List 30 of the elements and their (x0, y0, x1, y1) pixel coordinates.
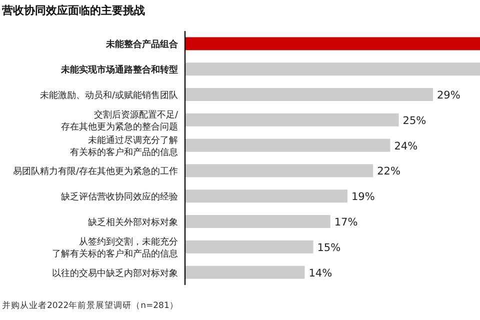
bar (185, 113, 399, 126)
text: 营收协同效应面临的主要挑战 (1, 4, 145, 17)
bar (185, 164, 374, 178)
data-label: 24% (394, 140, 418, 152)
y-tick-label: 从签约到交割，未能充分了解有关标的客户和产品的信息 (52, 236, 178, 260)
data-label: 29% (436, 90, 460, 102)
y-tick-label: 未能通过尽调充分了解有关标的客户和产品的信息 (70, 134, 178, 158)
y-tick-label: 缺乏相关外部对标对象 (88, 217, 178, 228)
bar (185, 62, 480, 76)
y-tick-label: 易团队精力有限/存在其他更为紧急的工作 (12, 166, 178, 178)
y-tick-label: 未能整合产品组合 (105, 39, 179, 50)
bar (185, 266, 305, 279)
data-label: 15% (317, 242, 341, 254)
bar (185, 37, 480, 50)
bar (185, 190, 348, 203)
y-tick-label: 未能实现市场通路整合和转型 (60, 64, 178, 76)
bar (185, 138, 390, 152)
data-label: 19% (351, 191, 375, 204)
data-label: 17% (334, 216, 358, 228)
y-tick-label: 缺乏评估营收协同效应的经验 (61, 192, 178, 203)
text: 并购从业者2022年前景展望调研（n=281） (2, 300, 178, 311)
y-tick-label: 交割后资源配置不足/存在其他更为紧急的整合问题 (61, 109, 179, 132)
data-label: 25% (402, 114, 426, 127)
data-label: 22% (377, 166, 400, 178)
y-tick-label: 未能激励、动员和/或赋能销售团队 (40, 90, 178, 101)
data-label: 14% (308, 267, 332, 280)
y-tick-label: 以往的交易中缺乏内部对标对象 (52, 268, 178, 279)
bar (185, 215, 330, 228)
bar (185, 240, 314, 254)
bar (185, 88, 433, 101)
